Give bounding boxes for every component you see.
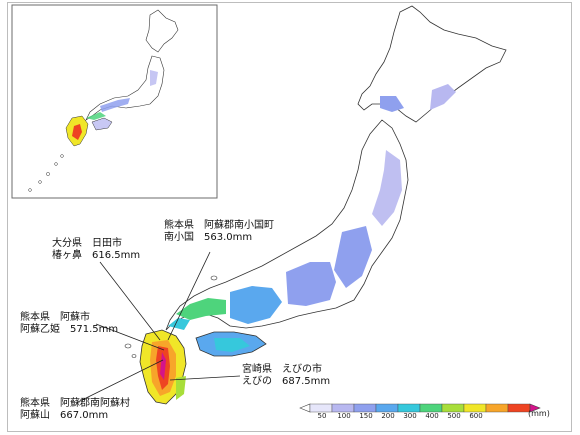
main-map bbox=[124, 5, 507, 405]
leader-lines bbox=[77, 251, 241, 403]
inset-map bbox=[28, 9, 179, 192]
annotation-location: 大分県 日田市 bbox=[52, 238, 122, 249]
annotation-minamioguni: 熊本県 阿蘇郡南小国町 南小国 563.0mm bbox=[164, 220, 274, 244]
inset-rain-patch-chugoku bbox=[86, 112, 106, 120]
inset-rain-patch-tohoku bbox=[150, 70, 158, 86]
legend-unit: (mm) bbox=[528, 409, 550, 418]
legend-tick-100: 100 bbox=[337, 412, 351, 420]
honshu-rain-tohoku bbox=[372, 150, 402, 226]
inset-nansei-islands bbox=[28, 154, 64, 192]
inset-rain-patch-kinki bbox=[100, 98, 130, 112]
annotation-location: 熊本県 阿蘇市 bbox=[20, 312, 90, 323]
hokkaido-rain-east bbox=[430, 84, 456, 110]
legend-tick-400: 400 bbox=[425, 412, 439, 420]
annotation-hita: 大分県 日田市 椿ヶ鼻 616.5mm bbox=[52, 238, 140, 262]
annotation-value: 椿ヶ鼻 616.5mm bbox=[52, 250, 141, 261]
annotation-value: えびの 687.5mm bbox=[242, 376, 331, 387]
legend-tick-150: 150 bbox=[359, 412, 373, 420]
legend-tick-500: 500 bbox=[447, 412, 461, 420]
kyushu-rain-south bbox=[176, 376, 186, 400]
annotation-value: 阿蘇山 667.0mm bbox=[20, 410, 109, 421]
annotation-ebino: 宮崎県 えびの市 えびの 687.5mm bbox=[242, 364, 330, 388]
annotation-minamiaso: 熊本県 阿蘇郡南阿蘇村 阿蘇山 667.0mm bbox=[20, 398, 130, 422]
legend-tick-300: 300 bbox=[403, 412, 417, 420]
legend-bar bbox=[299, 403, 541, 413]
inset-shikoku bbox=[91, 117, 113, 131]
leader-line-minamioguni bbox=[167, 251, 211, 341]
honshu-rain-chugoku bbox=[176, 298, 226, 320]
small-islands bbox=[124, 275, 218, 358]
hokkaido bbox=[357, 5, 507, 123]
legend-arrow-right bbox=[529, 403, 541, 413]
leader-line-aso bbox=[95, 323, 165, 351]
annotation-location: 宮崎県 えびの市 bbox=[242, 364, 322, 375]
legend-tick-50: 50 bbox=[317, 412, 327, 420]
annotation-value: 南小国 563.0mm bbox=[164, 232, 253, 243]
inset-honshu bbox=[85, 55, 165, 121]
legend-tick-600: 600 bbox=[469, 412, 483, 420]
leader-line-minamiaso bbox=[77, 359, 164, 403]
honshu-rain-kanto bbox=[334, 226, 372, 288]
inset-rain-patch-kyushu-core bbox=[72, 124, 82, 140]
leader-line-ebino bbox=[169, 375, 241, 381]
annotation-location: 熊本県 阿蘇郡南阿蘇村 bbox=[20, 398, 130, 409]
annotation-value: 阿蘇乙姫 571.5mm bbox=[20, 324, 119, 335]
annotation-location: 熊本県 阿蘇郡南小国町 bbox=[164, 220, 274, 231]
leader-line-hita bbox=[99, 261, 161, 341]
honshu-rain-chugoku-west bbox=[168, 318, 190, 330]
kyushu-rain-purple bbox=[160, 352, 166, 380]
hokkaido-rain-south bbox=[380, 96, 404, 112]
honshu-rain-chubu bbox=[286, 262, 336, 306]
shikoku-rain-core bbox=[214, 338, 250, 352]
honshu-rain-kinki bbox=[230, 286, 282, 324]
legend: 50 100 150 200 300 400 500 600 (mm) bbox=[290, 396, 558, 426]
inset-hokkaido bbox=[145, 9, 179, 53]
annotation-aso: 熊本県 阿蘇市 阿蘇乙姫 571.5mm bbox=[20, 312, 118, 336]
legend-tick-200: 200 bbox=[381, 412, 395, 420]
